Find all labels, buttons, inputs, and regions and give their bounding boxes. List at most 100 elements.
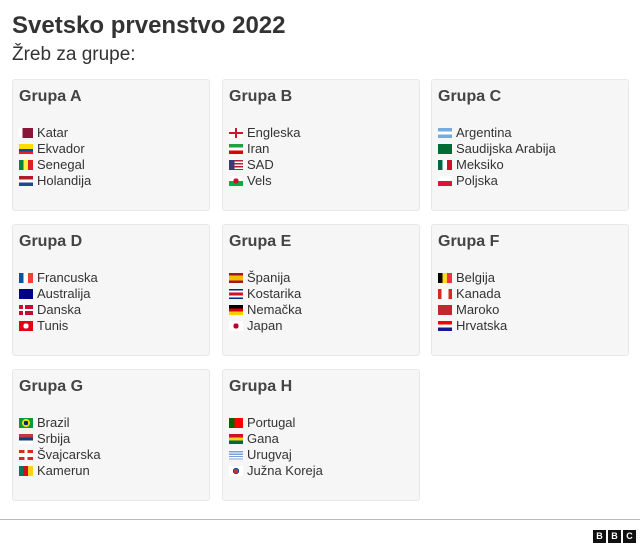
team-list: Katar Ekvador Senegal Holandija <box>19 125 91 189</box>
team-list: Brazil Srbija Švajcarska Kamerun <box>19 415 101 479</box>
team-list: Francuska Australija Danska Tunis <box>19 270 98 334</box>
team-item: Holandija <box>19 173 91 189</box>
team-name: Japan <box>247 318 283 333</box>
team-name: Gana <box>247 431 279 446</box>
group-card: Grupa A Katar Ekvador Senegal Holandija <box>12 79 210 211</box>
flag-icon <box>438 128 452 138</box>
team-name: Danska <box>37 302 82 317</box>
flag-icon <box>229 450 243 460</box>
flag-icon <box>438 273 452 283</box>
flag-icon <box>19 160 33 170</box>
group-card: Grupa D Francuska Australija Danska Tunis <box>12 224 210 356</box>
team-name: Španija <box>247 270 291 285</box>
group-title: Grupa C <box>438 88 502 105</box>
team-name: Kanada <box>456 286 501 301</box>
team-item: Kanada <box>438 286 507 302</box>
team-item: Tunis <box>19 318 98 334</box>
team-name: Australija <box>37 286 91 301</box>
team-item: Japan <box>229 318 302 334</box>
team-item: Brazil <box>19 415 101 431</box>
flag-icon <box>438 289 452 299</box>
flag-icon <box>19 176 33 186</box>
group-card: Grupa F Belgija Kanada Maroko Hrvatska <box>431 224 629 356</box>
team-item: Francuska <box>19 270 98 286</box>
team-name: Holandija <box>37 173 92 188</box>
flag-icon <box>19 321 33 331</box>
team-item: Kamerun <box>19 463 101 479</box>
team-item: Danska <box>19 302 98 318</box>
team-item: Saudijska Arabija <box>438 141 556 157</box>
flag-icon <box>438 176 452 186</box>
flag-icon <box>229 466 243 476</box>
team-name: Senegal <box>37 157 85 172</box>
team-name: Francuska <box>37 270 98 285</box>
team-list: Portugal Gana Urugvaj Južna Koreja <box>229 415 323 479</box>
team-item: Kostarika <box>229 286 302 302</box>
flag-icon <box>19 466 33 476</box>
flag-icon <box>19 128 33 138</box>
group-title: Grupa B <box>229 88 293 105</box>
subtitle: Žreb za grupe: <box>12 44 136 65</box>
team-name: Brazil <box>37 415 70 430</box>
flag-icon <box>19 289 33 299</box>
flag-icon <box>19 434 33 444</box>
team-item: Gana <box>229 431 323 447</box>
flag-icon <box>229 128 243 138</box>
team-item: Vels <box>229 173 300 189</box>
flag-icon <box>229 321 243 331</box>
group-title: Grupa E <box>229 233 292 250</box>
team-name: Maroko <box>456 302 500 317</box>
group-title: Grupa H <box>229 378 293 395</box>
group-card: Grupa G Brazil Srbija Švajcarska Kamerun <box>12 369 210 501</box>
title: Svetsko prvenstvo 2022 <box>12 12 286 39</box>
group-title: Grupa A <box>19 88 82 105</box>
group-card: Grupa E Španija Kostarika Nemačka Japan <box>222 224 420 356</box>
team-name: Kostarika <box>247 286 302 301</box>
team-item: Engleska <box>229 125 300 141</box>
team-name: Vels <box>247 173 272 188</box>
flag-icon <box>19 273 33 283</box>
team-item: Meksiko <box>438 157 556 173</box>
team-name: Iran <box>247 141 270 156</box>
flag-icon <box>229 144 243 154</box>
team-name: Tunis <box>37 318 69 333</box>
team-name: Engleska <box>247 125 301 140</box>
flag-icon <box>438 144 452 154</box>
flag-icon <box>19 144 33 154</box>
team-list: Engleska Iran SAD Vels <box>229 125 300 189</box>
team-name: Hrvatska <box>456 318 508 333</box>
team-item: Nemačka <box>229 302 302 318</box>
flag-icon <box>19 305 33 315</box>
flag-icon <box>438 321 452 331</box>
team-item: Iran <box>229 141 300 157</box>
team-item: Južna Koreja <box>229 463 323 479</box>
team-item: Belgija <box>438 270 507 286</box>
team-name: SAD <box>247 157 274 172</box>
group-card: Grupa H Portugal Gana Urugvaj Južna Koreja <box>222 369 420 501</box>
team-item: Srbija <box>19 431 101 447</box>
team-item: Argentina <box>438 125 556 141</box>
team-item: Senegal <box>19 157 91 173</box>
group-title: Grupa D <box>19 233 83 250</box>
group-title: Grupa G <box>19 378 84 395</box>
flag-icon <box>229 418 243 428</box>
team-name: Argentina <box>456 125 512 140</box>
team-name: Portugal <box>247 415 296 430</box>
flag-icon <box>19 450 33 460</box>
team-name: Poljska <box>456 173 498 188</box>
team-name: Meksiko <box>456 157 504 172</box>
team-item: Australija <box>19 286 98 302</box>
flag-icon <box>19 418 33 428</box>
team-list: Španija Kostarika Nemačka Japan <box>229 270 302 334</box>
team-item: Urugvaj <box>229 447 323 463</box>
team-item: Katar <box>19 125 91 141</box>
team-list: Argentina Saudijska Arabija Meksiko Poljska <box>438 125 556 189</box>
team-item: Ekvador <box>19 141 91 157</box>
flag-icon <box>438 160 452 170</box>
team-item: Hrvatska <box>438 318 507 334</box>
team-item: SAD <box>229 157 300 173</box>
flag-icon <box>229 273 243 283</box>
flag-icon <box>229 160 243 170</box>
flag-icon <box>229 176 243 186</box>
